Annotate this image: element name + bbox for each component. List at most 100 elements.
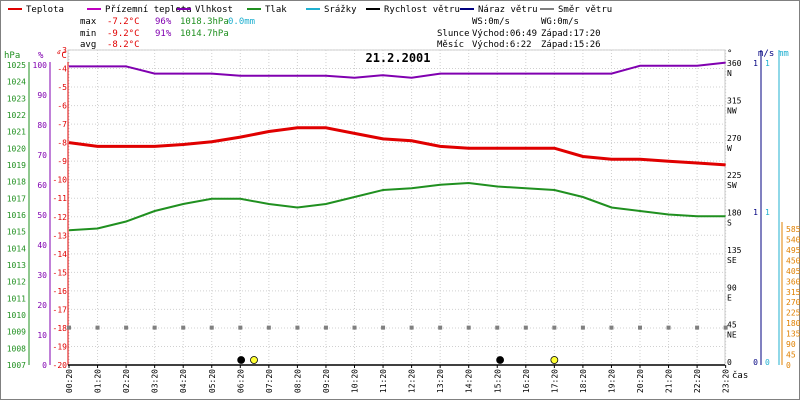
mm-tick-label: 1 (765, 208, 770, 217)
dir-deg-label: 270 (727, 134, 742, 143)
pct-tick-label: 100 (33, 61, 48, 70)
dir-compass-label: E (727, 293, 732, 302)
celsius-tick-label: -5 (57, 83, 67, 92)
celsius-tick-label: -20 (53, 361, 68, 370)
wind-dir-point (409, 325, 414, 330)
legend-label: Tlak (265, 5, 287, 15)
dir-compass-label: NW (727, 106, 737, 115)
x-tick-label: 17:20 (550, 369, 559, 393)
axis-title-hpa: hPa (4, 51, 20, 61)
celsius-tick-label: -7 (57, 120, 67, 129)
hpa-tick-label: 1011 (7, 294, 26, 303)
hpa-tick-label: 1025 (7, 61, 26, 70)
hpa-tick-label: 1016 (7, 211, 26, 220)
pct-tick-label: 20 (37, 301, 47, 310)
info-sun-label: Slunce (437, 29, 470, 39)
dir-deg-label: 45 (727, 321, 737, 330)
x-tick-label: 08:20 (293, 369, 302, 393)
axis-title-deg: ° (727, 49, 732, 59)
stats-min-temp: -9.2°C (107, 29, 140, 39)
wind-dir-point (323, 325, 328, 330)
wind-dir-point (209, 325, 214, 330)
celsius-tick-label: -3 (57, 46, 67, 55)
x-tick-label: 00:20 (65, 369, 74, 393)
x-tick-label: 05:20 (208, 369, 217, 393)
wind-dir-point (352, 325, 357, 330)
dir-compass-label: W (727, 144, 732, 153)
hpa-tick-label: 1014 (7, 244, 26, 253)
hpa-tick-label: 1009 (7, 328, 26, 337)
marker-moonset (496, 356, 505, 364)
stats-max-hum: 96% (155, 17, 172, 27)
wind-dir-point (181, 325, 186, 330)
dir-compass-label: S (727, 219, 732, 228)
dir-compass-label: SW (727, 181, 737, 190)
wind-dir-point (238, 325, 243, 330)
orange-tick-label: 270 (786, 298, 800, 307)
celsius-tick-label: -14 (53, 250, 68, 259)
stats-min-press: 1014.7hPa (180, 29, 229, 39)
dir-deg-label: 180 (727, 209, 742, 218)
info-sun-rise: Východ:06:49 (472, 29, 537, 39)
celsius-tick-label: -4 (57, 65, 67, 74)
info-wg: WG:0m/s (541, 17, 579, 27)
celsius-tick-label: -6 (57, 102, 67, 111)
wind-dir-point (609, 325, 614, 330)
wind-dir-point (723, 325, 728, 330)
x-tick-label: 23:20 (722, 369, 731, 393)
wind-dir-point (295, 325, 300, 330)
x-tick-label: 06:20 (236, 369, 245, 393)
wind-dir-point (466, 325, 471, 330)
info-ws: WS:0m/s (472, 17, 510, 27)
celsius-tick-label: -11 (53, 194, 68, 203)
hpa-tick-label: 1017 (7, 194, 26, 203)
hpa-tick-label: 1008 (7, 344, 26, 353)
dir-deg-label: 225 (727, 171, 742, 180)
ms-tick-label: 1 (753, 59, 758, 68)
info-sun-set: Západ:17:20 (541, 29, 601, 39)
dir-compass-label: SE (727, 256, 737, 265)
wind-dir-point (95, 325, 100, 330)
x-tick-label: 18:20 (579, 369, 588, 393)
pct-tick-label: 80 (37, 121, 47, 130)
wind-dir-point (523, 325, 528, 330)
stats-min-label: min (80, 29, 96, 39)
hpa-tick-label: 1024 (7, 78, 26, 87)
mm-tick-label: 1 (765, 59, 770, 68)
wind-dir-point (438, 325, 443, 330)
ms-tick-label: 0 (753, 358, 758, 367)
dir-deg-label: 0 (727, 358, 732, 367)
x-tick-label: 13:20 (436, 369, 445, 393)
marker-sunset (550, 356, 559, 364)
legend-label: Náraz větru (478, 5, 538, 15)
celsius-tick-label: -15 (53, 268, 68, 277)
hpa-tick-label: 1023 (7, 94, 26, 103)
x-tick-label: 14:20 (465, 369, 474, 393)
legend-label: Srážky (324, 5, 357, 15)
celsius-tick-label: -18 (53, 324, 68, 333)
x-tick-label: 21:20 (665, 369, 674, 393)
celsius-tick-label: -16 (53, 287, 68, 296)
pct-tick-label: 60 (37, 181, 47, 190)
wind-dir-point (124, 325, 129, 330)
pct-tick-label: 30 (37, 271, 47, 280)
dir-compass-label: N (727, 69, 732, 78)
pct-tick-label: 90 (37, 91, 47, 100)
hpa-tick-label: 1022 (7, 111, 26, 120)
dir-deg-label: 90 (727, 283, 737, 292)
x-tick-label: 07:20 (265, 369, 274, 393)
orange-tick-label: 45 (786, 351, 796, 360)
info-moon-set: Západ:15:26 (541, 40, 601, 50)
wind-dir-point (695, 325, 700, 330)
celsius-tick-label: -9 (57, 157, 67, 166)
ms-tick-label: 1 (753, 208, 758, 217)
celsius-tick-label: -19 (53, 342, 68, 351)
orange-tick-label: 0 (786, 361, 791, 370)
orange-tick-label: 315 (786, 288, 800, 297)
orange-tick-label: 90 (786, 340, 796, 349)
legend-label: Teplota (26, 5, 64, 15)
celsius-tick-label: -13 (53, 231, 68, 240)
hpa-tick-label: 1007 (7, 361, 26, 370)
x-tick-label: 16:20 (522, 369, 531, 393)
